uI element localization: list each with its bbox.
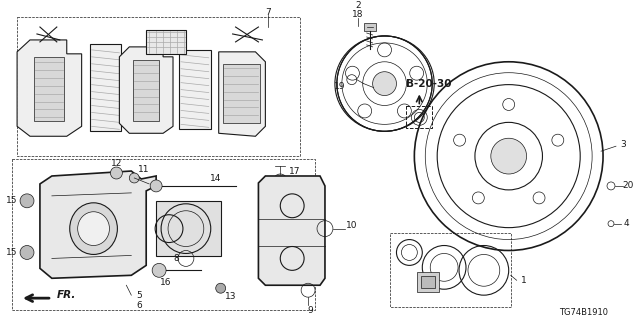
Polygon shape [364,23,376,31]
Text: 12: 12 [111,159,122,168]
Ellipse shape [70,203,117,254]
Polygon shape [146,30,186,54]
Text: TG74B1910: TG74B1910 [559,308,608,316]
Circle shape [216,283,226,293]
Text: FR.: FR. [57,290,76,300]
Polygon shape [133,60,159,121]
Text: 5: 5 [136,291,142,300]
Circle shape [111,167,122,179]
Ellipse shape [77,212,109,245]
Polygon shape [120,47,173,133]
Bar [406,107,432,128]
Text: 19: 19 [334,82,346,91]
Circle shape [20,194,34,208]
Text: 8: 8 [173,254,179,263]
Polygon shape [34,57,64,121]
Bar [417,272,439,292]
Text: 11: 11 [138,164,149,173]
Circle shape [129,173,140,183]
Text: 13: 13 [225,292,236,301]
Circle shape [273,174,287,188]
Text: 15: 15 [6,248,17,257]
Text: 3: 3 [620,140,626,149]
Polygon shape [223,64,260,123]
Text: 1: 1 [521,276,527,285]
Polygon shape [40,171,156,278]
Text: 4: 4 [623,219,628,228]
Polygon shape [17,40,82,136]
Bar [156,201,221,256]
Text: 7: 7 [266,8,271,17]
Bar [390,233,511,307]
Polygon shape [219,52,266,136]
Text: 14: 14 [210,174,221,183]
Text: 6: 6 [136,300,142,310]
Polygon shape [90,44,122,131]
Text: 18: 18 [352,10,364,19]
Circle shape [20,245,34,260]
Bar [421,276,435,288]
Circle shape [372,72,396,96]
Polygon shape [179,50,211,129]
Polygon shape [259,176,325,285]
Text: 9: 9 [307,306,313,315]
Text: 10: 10 [346,221,358,230]
Circle shape [152,263,166,277]
Text: 15: 15 [6,196,17,205]
Text: 2: 2 [355,1,360,10]
Circle shape [150,180,162,192]
Text: 16: 16 [160,278,172,287]
Circle shape [491,138,527,174]
Text: 17: 17 [289,166,301,176]
Text: B-20-30: B-20-30 [406,79,452,89]
Text: 20: 20 [622,181,634,190]
